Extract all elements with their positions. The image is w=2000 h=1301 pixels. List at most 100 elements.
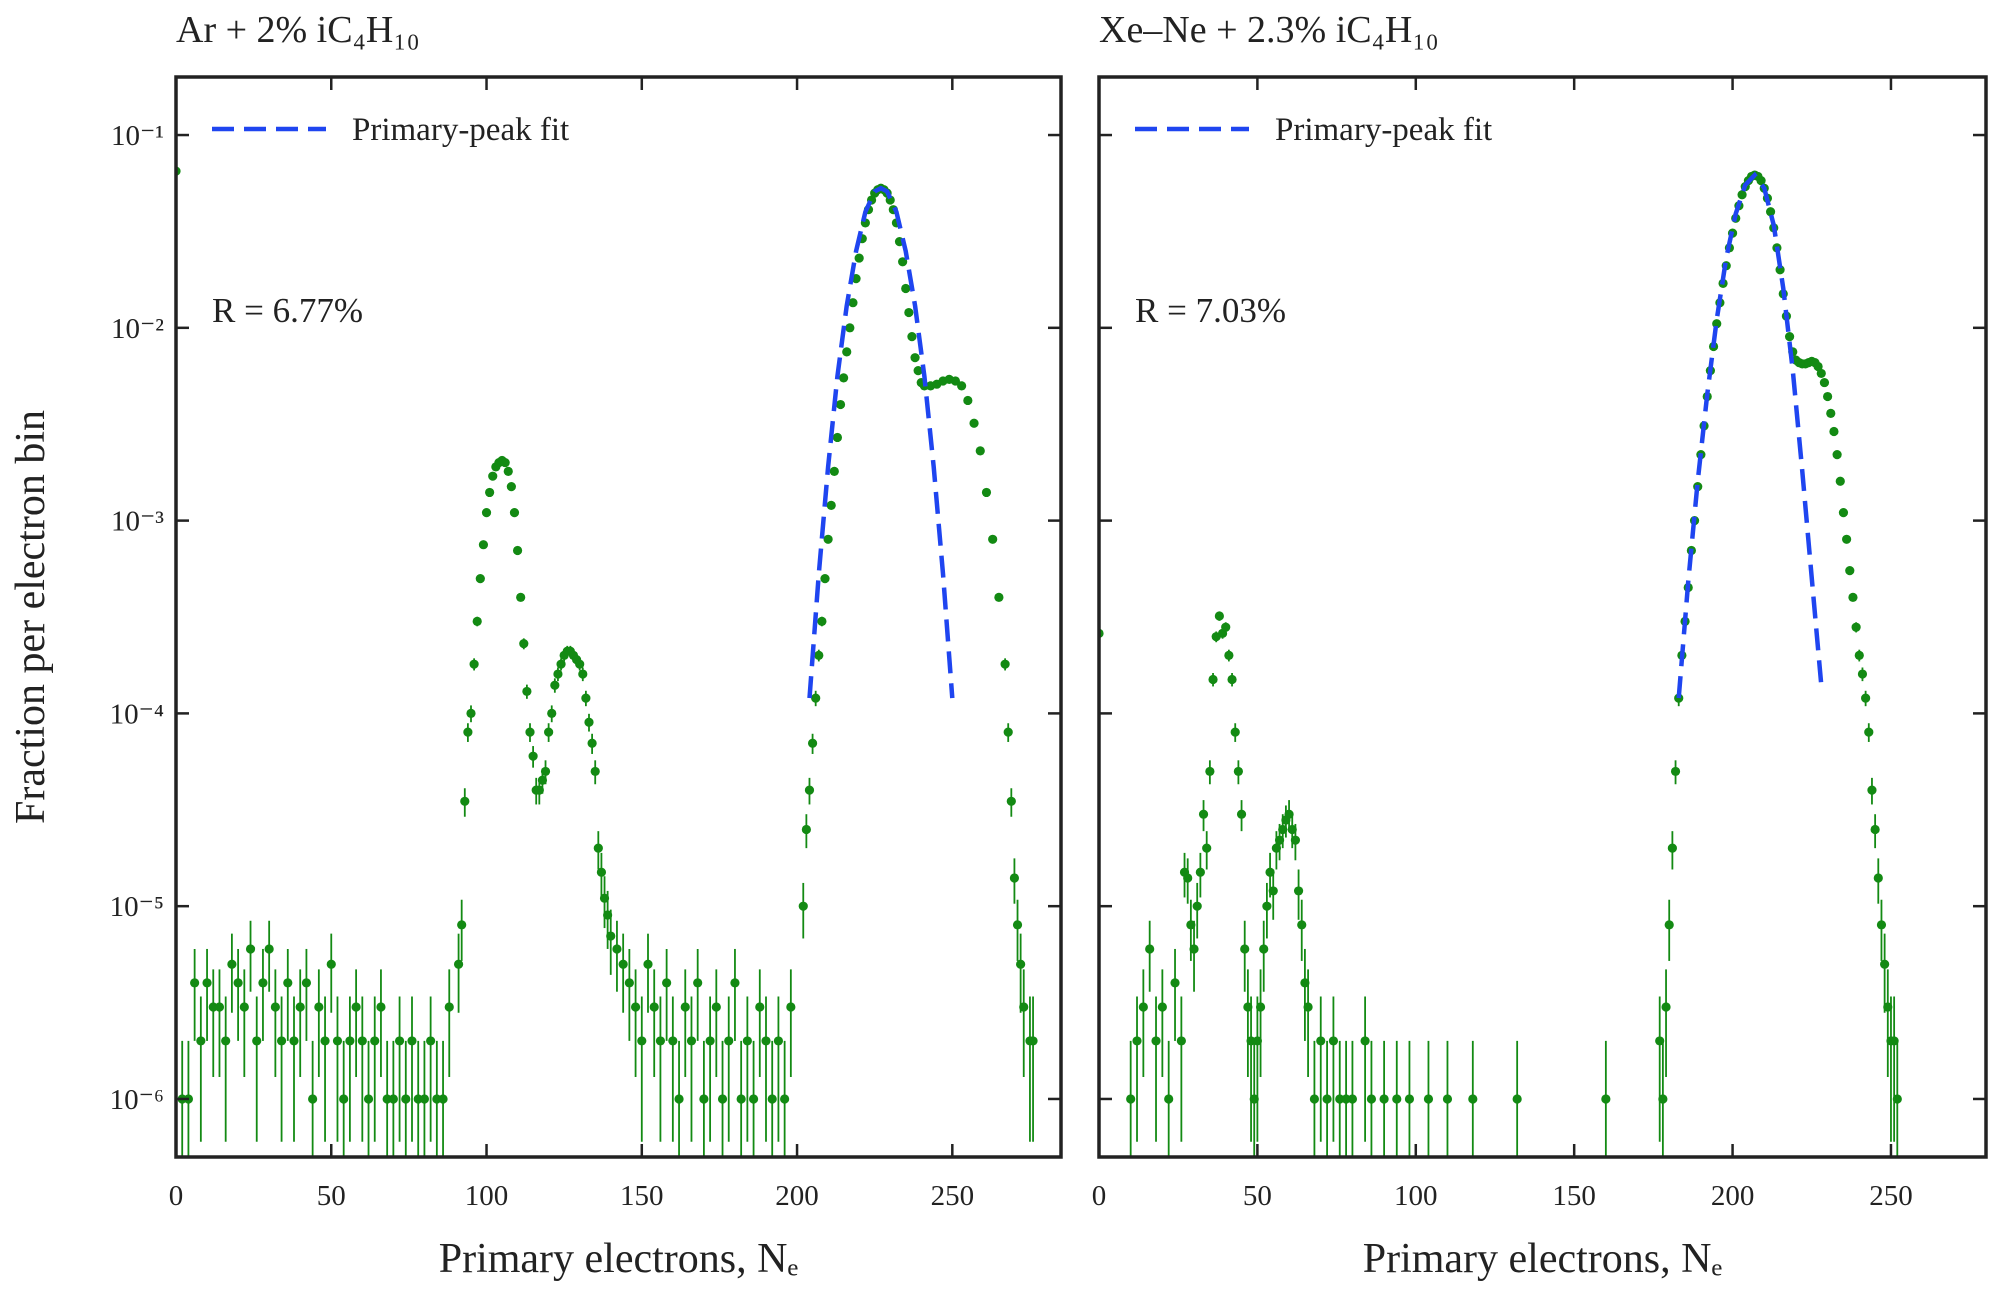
data-point [1864,727,1874,737]
data-point [202,978,212,988]
data-point [699,1094,709,1104]
data-point [1003,727,1013,737]
x-tick-label: 0 [169,1180,184,1212]
data-point [1303,1002,1313,1012]
data-point [742,1036,752,1046]
annotation: R = 7.03% [1135,291,1286,330]
data-point [289,1036,299,1046]
data-point [680,1002,690,1012]
data-point [773,1036,784,1046]
data-point [370,1036,380,1046]
data-point [345,1036,355,1046]
y-axis-label: Fraction per electron bin [8,410,54,824]
data-point [314,1002,324,1012]
y-tick-label: 10⁻² [111,313,164,345]
data-point [326,959,336,969]
data-point [270,1002,280,1012]
x-axis-label: Primary electrons, Nₑ [1363,1236,1723,1282]
data-point [957,381,967,391]
data-point [823,534,833,544]
plot-area [1099,170,1902,1157]
data-point [1892,1094,1902,1104]
data-point [516,592,526,602]
data-point [540,766,551,777]
data-point [553,669,563,679]
data-point [1170,978,1180,988]
data-point [438,1094,448,1104]
data-point [811,693,821,703]
x-tick-label: 200 [1711,1180,1755,1212]
data-point [1322,1094,1332,1104]
y-tick-label: 10⁻⁶ [110,1084,164,1116]
data-point [283,978,293,988]
data-point [705,1036,715,1046]
data-point [478,540,489,550]
data-point [419,1094,430,1104]
data-point [1468,1094,1478,1104]
data-point [1151,1036,1161,1046]
data-point [767,1094,777,1104]
data-point [519,639,529,649]
data-point [475,574,485,584]
data-point [506,482,516,492]
data-point [472,616,482,627]
x-tick-label: 0 [1092,1180,1107,1212]
data-point [376,1002,386,1012]
data-point [1208,674,1218,685]
data-point [780,1094,790,1104]
annotation: R = 6.77% [212,291,363,330]
data-point [547,708,557,718]
data-point [1255,1002,1266,1012]
data-point [1328,1036,1339,1046]
data-point [711,1002,721,1012]
data-point [301,978,312,988]
data-point [1664,920,1674,930]
data-point [975,446,985,456]
data-point [1224,650,1234,660]
data-point [1176,1036,1186,1046]
axes-frame [1097,75,1988,1159]
data-point [798,901,808,911]
data-point [1829,426,1839,437]
data-point [1183,873,1193,883]
data-point [1870,824,1880,835]
chart-title: Xe–Ne + 2.3% iC₄H₁₀ [1099,9,1439,51]
data-point [1845,566,1855,576]
data-point [662,978,672,988]
data-point [1392,1094,1402,1104]
x-tick-label: 50 [1243,1180,1272,1212]
data-point [1854,650,1864,660]
data-point [835,399,846,410]
data-point [963,395,973,406]
data-point [1316,1036,1326,1046]
data-point [755,1002,765,1012]
data-point [221,1036,231,1046]
data-point [578,669,588,679]
data-point [1341,1094,1351,1104]
data-point [1442,1094,1453,1104]
x-tick-label: 100 [1394,1180,1438,1212]
data-point [1006,796,1016,806]
data-point [1205,766,1215,777]
data-point [854,253,864,263]
data-point [1189,944,1199,954]
data-point [581,693,591,703]
data-point [618,959,628,969]
x-tick-label: 100 [465,1180,509,1212]
data-point [730,978,740,988]
x-tick-label: 250 [1869,1180,1913,1212]
axes-frame [174,75,1063,1159]
data-point [252,1036,262,1046]
data-point [1838,508,1849,518]
data-point [1198,809,1209,819]
data-point [724,1036,734,1046]
data-point [388,1094,398,1104]
x-axis-label: Primary electrons, Nₑ [439,1236,799,1282]
data-point [550,680,560,690]
data-point [575,659,585,669]
data-point [693,978,703,988]
data-point [1132,1036,1142,1046]
data-point [1297,920,1307,930]
data-point [612,944,622,954]
data-point [264,944,274,954]
